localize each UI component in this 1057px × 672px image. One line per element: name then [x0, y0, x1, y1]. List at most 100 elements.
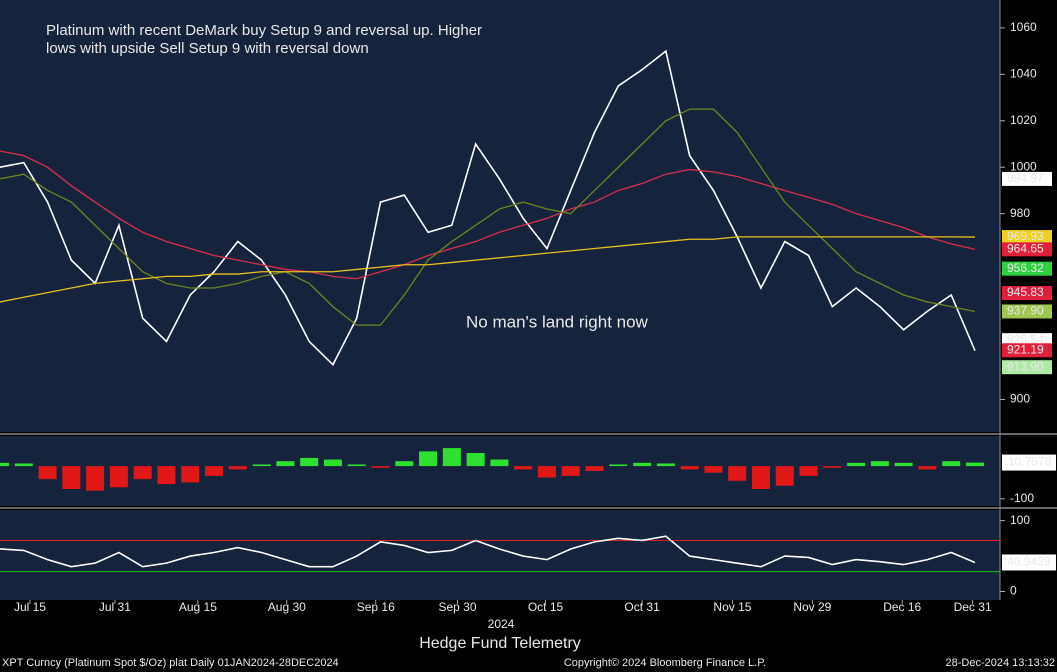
level-label-box: [1002, 343, 1052, 358]
price-panel: [0, 0, 1000, 432]
bar: [86, 466, 105, 491]
y-tick-label: 900: [1010, 392, 1030, 406]
y-tick-label: 1060: [1010, 20, 1037, 34]
x-tick-label: Aug 15: [179, 600, 217, 614]
x-tick-label: Oct 15: [528, 600, 564, 614]
bar: [894, 462, 913, 467]
level-label: 921.19: [1007, 342, 1044, 356]
bar: [847, 462, 866, 467]
level-label: 925.54: [1007, 332, 1044, 346]
y-tick-label: 0: [1010, 584, 1017, 598]
bar: [728, 466, 747, 481]
y-tick-label: 1040: [1010, 66, 1037, 80]
bar: [775, 466, 794, 486]
level-label-box: [1002, 304, 1052, 319]
level-label: 945.83: [1007, 285, 1044, 299]
bar: [680, 466, 699, 470]
footer-right: 28-Dec-2024 13:13:32: [946, 657, 1055, 669]
bar: [157, 466, 176, 485]
bar: [537, 466, 556, 478]
x-tick-label: Jul 31: [99, 600, 131, 614]
x-tick-label: Sep 30: [439, 600, 477, 614]
level-label-box: [1002, 261, 1052, 276]
bar: [609, 464, 628, 467]
bar: [633, 462, 652, 467]
x-tick-label: Nov 15: [713, 600, 751, 614]
bar: [656, 463, 675, 467]
watermark: Hedge Fund Telemetry: [419, 635, 581, 652]
last-value-label: 10.7578: [1008, 455, 1052, 469]
y-tick-label: -100: [1010, 491, 1034, 505]
bar: [252, 464, 271, 467]
bar: [14, 463, 33, 467]
bar: [466, 453, 485, 467]
level-label: 937.90: [1007, 304, 1044, 318]
y-tick-label: 1000: [1010, 159, 1037, 173]
bar: [323, 459, 342, 467]
x-axis-title: 2024: [488, 617, 515, 631]
level-label: 913.90: [1007, 359, 1044, 373]
bar: [561, 466, 580, 476]
x-tick-label: Dec 31: [954, 600, 992, 614]
level-label-box: [1002, 171, 1052, 186]
last-value-box: [1002, 454, 1056, 471]
x-tick-label: Dec 16: [883, 600, 921, 614]
last-value-label: 40.9439: [1007, 555, 1051, 569]
series-line: [0, 49, 976, 366]
bar: [181, 466, 200, 483]
footer-left: XPT Curncy (Platinum Spot $/Oz) plat Dai…: [2, 657, 339, 669]
bar: [300, 457, 319, 467]
bar: [205, 466, 224, 476]
bar: [942, 461, 961, 467]
bar: [62, 466, 81, 489]
annotation: No man's land right now: [466, 312, 649, 331]
x-tick-label: Aug 30: [268, 600, 306, 614]
y-tick-label: 100: [1010, 513, 1030, 527]
bar: [514, 466, 533, 470]
bar: [109, 466, 128, 488]
bar: [966, 462, 984, 467]
bar: [442, 448, 461, 467]
bar: [918, 466, 937, 470]
level-label-box: [1002, 230, 1052, 245]
series-line: [0, 535, 976, 568]
level-label-box: [1002, 242, 1052, 257]
y-tick-label: 980: [1010, 206, 1030, 220]
bar: [823, 466, 842, 468]
x-tick-label: Oct 31: [624, 600, 660, 614]
bar: [799, 466, 818, 476]
x-tick-label: Sep 16: [357, 600, 395, 614]
level-label-box: [1002, 286, 1052, 301]
bar: [870, 461, 889, 467]
series-line: [0, 236, 976, 303]
bar: [704, 466, 723, 473]
bar: [0, 462, 9, 467]
annotation: Platinum with recent DeMark buy Setup 9 …: [46, 22, 482, 39]
level-label: 956.32: [1007, 261, 1044, 275]
bar: [38, 466, 57, 480]
y-tick-label: 1020: [1010, 113, 1037, 127]
level-label-box: [1002, 360, 1052, 375]
bar: [228, 466, 247, 470]
level-label: 964.65: [1007, 242, 1044, 256]
bar: [133, 466, 152, 480]
bar: [276, 461, 295, 467]
bar: [371, 466, 390, 468]
series-line: [0, 150, 976, 280]
footer-center: Copyright© 2024 Bloomberg Finance L.P.: [564, 657, 766, 669]
series-line: [0, 108, 976, 326]
bar: [347, 464, 366, 467]
x-tick-label: Nov 29: [793, 600, 831, 614]
oscillator-panel: [0, 510, 1000, 600]
bar: [585, 466, 604, 471]
last-value-box: [1002, 554, 1056, 571]
x-tick-label: Jul 15: [14, 600, 46, 614]
bar: [751, 466, 770, 489]
bar: [395, 461, 414, 467]
bar: [419, 451, 438, 467]
level-label: 969.93: [1007, 229, 1044, 243]
annotation: lows with upside Sell Setup 9 with rever…: [46, 40, 369, 57]
level-label: 994.97: [1007, 171, 1044, 185]
